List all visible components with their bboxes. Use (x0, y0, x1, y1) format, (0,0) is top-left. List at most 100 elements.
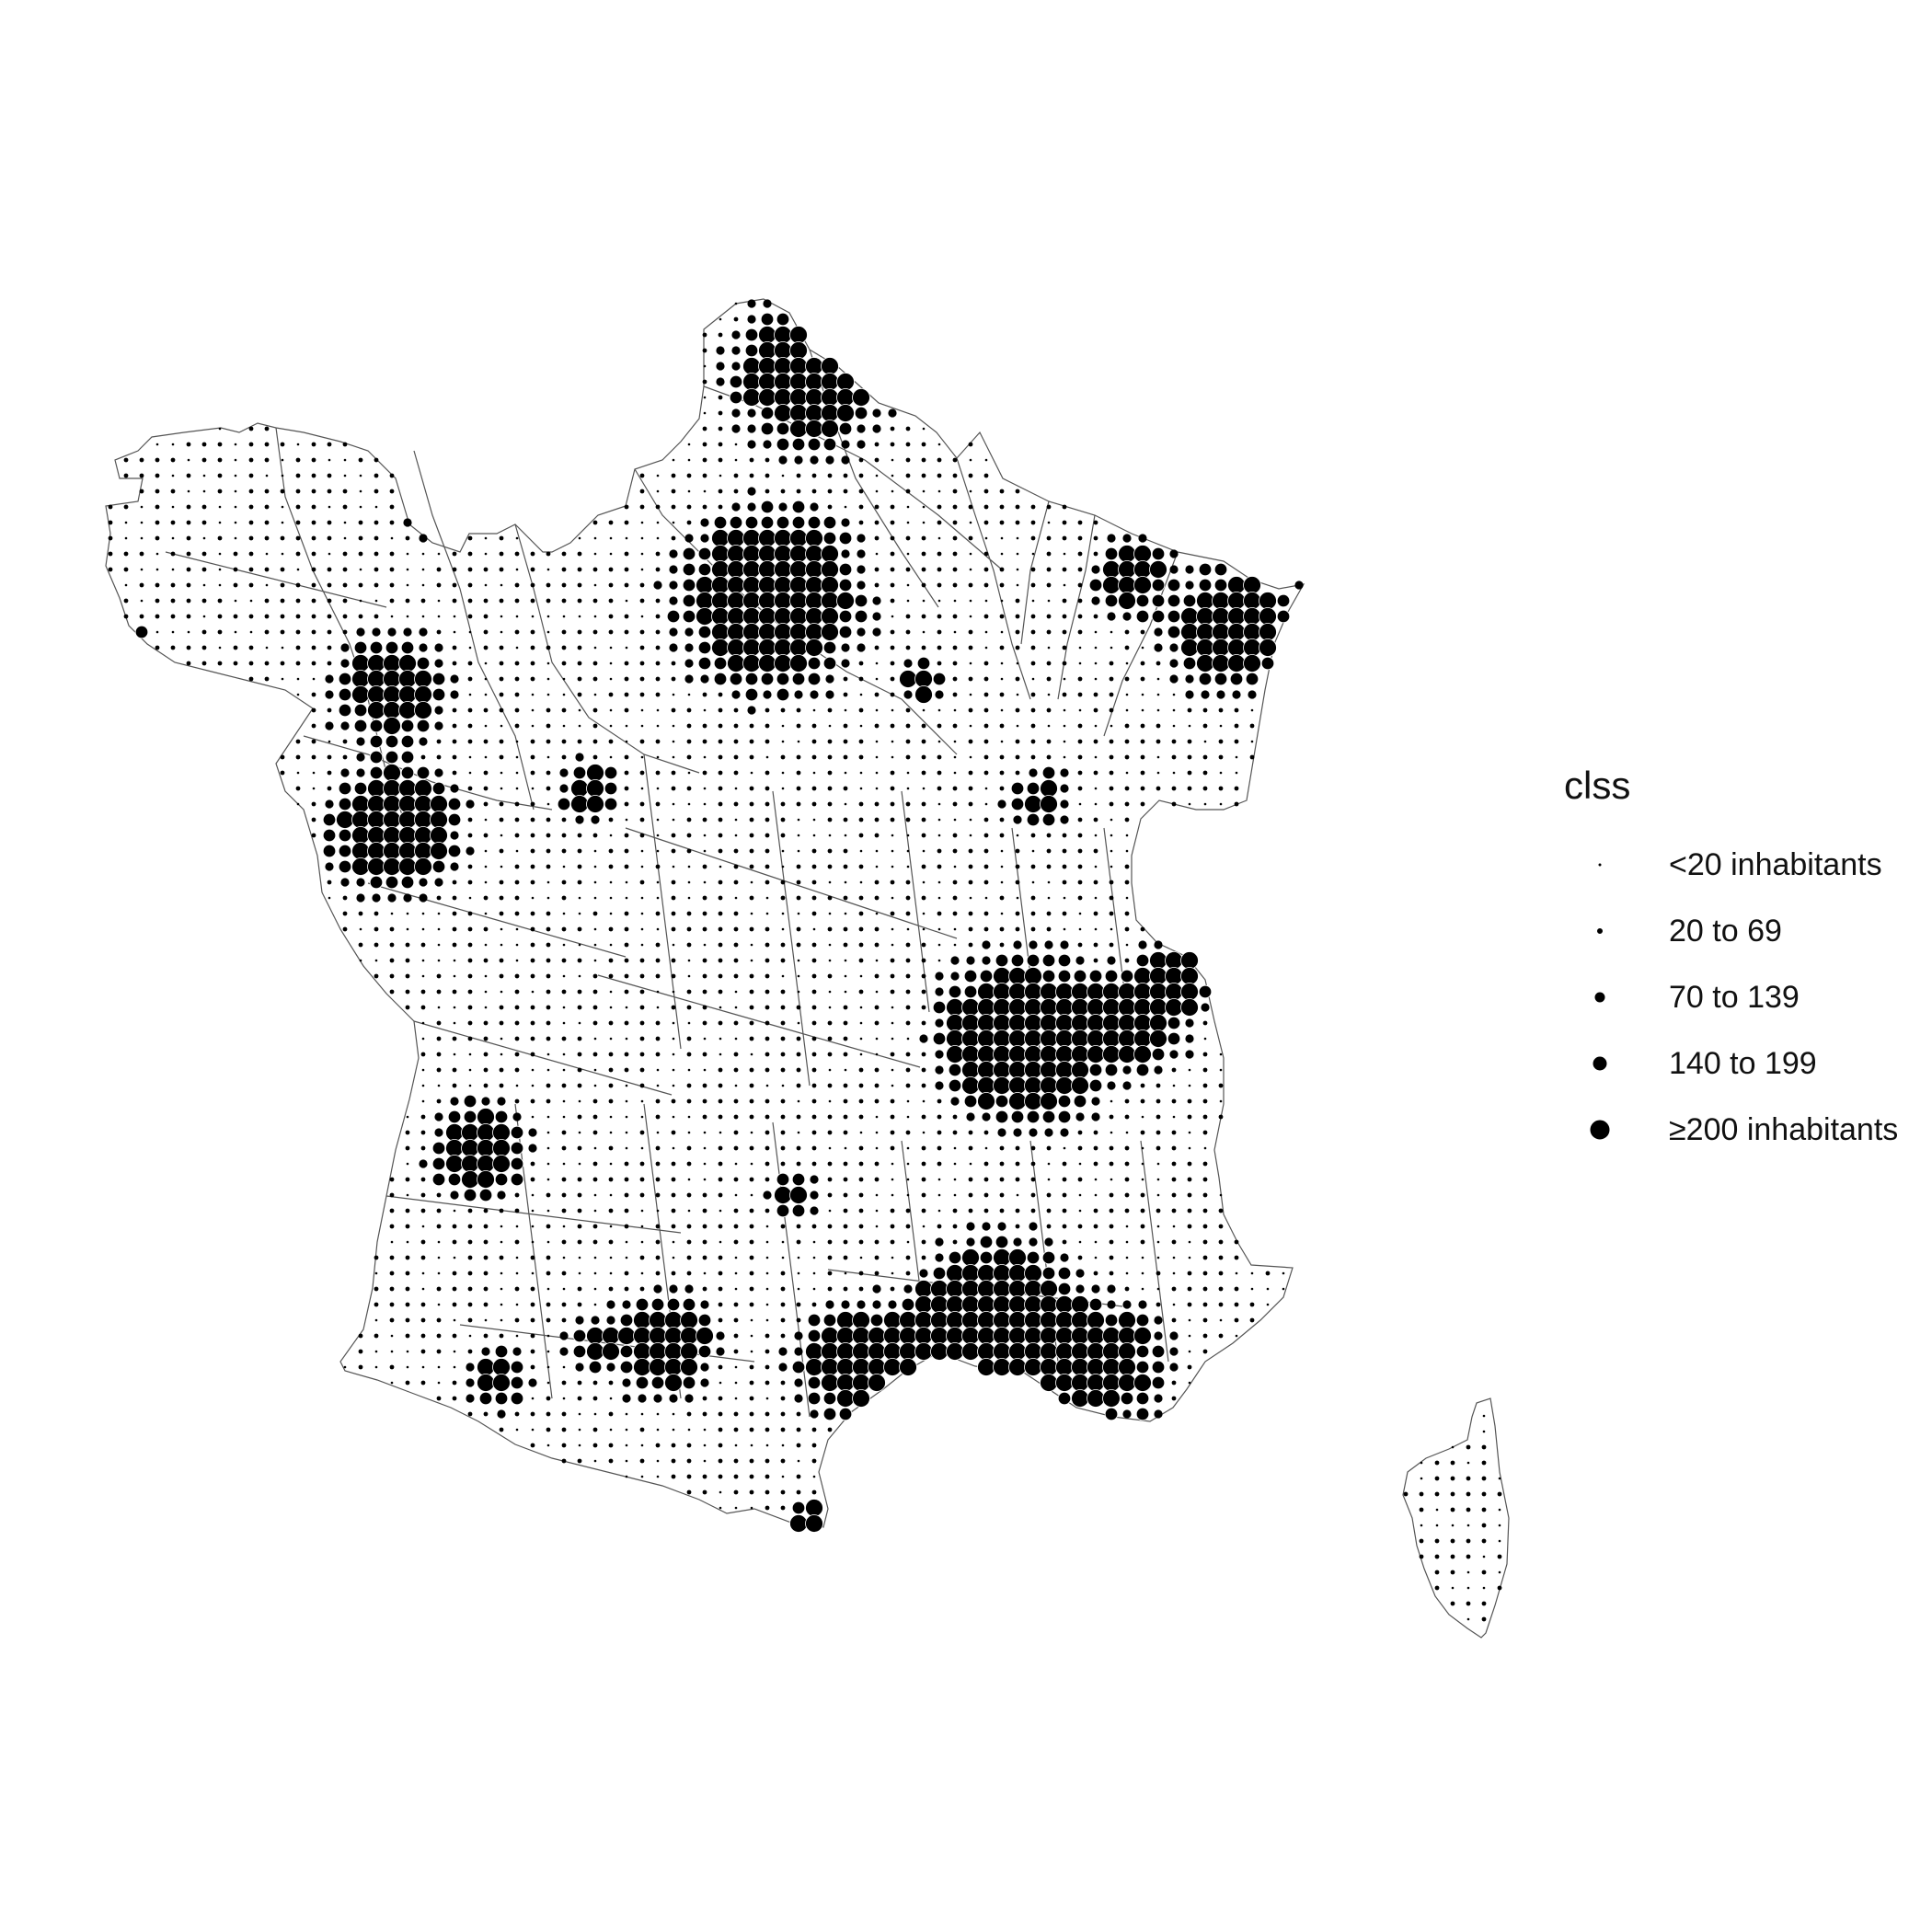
population-dot (609, 896, 613, 900)
population-dot (906, 849, 910, 853)
population-dot (702, 1474, 707, 1479)
population-dot (593, 1256, 597, 1259)
population-dot (398, 701, 417, 719)
population-dot (234, 443, 237, 446)
population-dot (1000, 552, 1004, 556)
population-dot (774, 654, 792, 673)
population-dot (1450, 1601, 1455, 1606)
population-dot (656, 880, 660, 884)
population-dot (514, 582, 520, 588)
population-dot (890, 989, 895, 995)
population-dot (484, 818, 488, 822)
population-dot (703, 1459, 707, 1463)
population-dot (969, 552, 972, 556)
population-dot (400, 734, 415, 749)
population-dot (827, 786, 833, 791)
population-dot (765, 1303, 769, 1306)
population-dot (1133, 998, 1152, 1017)
population-dot (702, 1098, 707, 1104)
population-dot (1057, 1110, 1072, 1124)
population-dot (367, 779, 385, 798)
population-dot (718, 1364, 723, 1370)
population-dot (492, 1123, 511, 1142)
population-dot (436, 1098, 442, 1104)
population-dot (874, 801, 880, 807)
population-dot (1133, 1029, 1152, 1048)
population-dot (811, 1020, 817, 1026)
population-dot (1498, 1508, 1501, 1512)
population-dot (201, 645, 207, 650)
population-dot (687, 458, 691, 462)
population-dot (758, 529, 776, 547)
population-dot (1188, 1131, 1191, 1134)
population-dot (656, 849, 660, 853)
population-dot (1156, 1256, 1160, 1259)
population-dot (1030, 645, 1036, 650)
population-dot (811, 473, 817, 478)
population-dot (1124, 676, 1130, 682)
population-dot (890, 817, 895, 822)
population-dot (1013, 940, 1022, 949)
population-dot (749, 786, 754, 791)
population-dot (1071, 1061, 1089, 1079)
population-dot (1203, 802, 1207, 806)
population-dot (640, 1475, 644, 1478)
population-dot (794, 1331, 803, 1340)
internal-borders-center (597, 753, 1133, 1087)
population-dot (497, 1409, 506, 1419)
population-dot (1171, 786, 1177, 791)
population-dot (499, 1427, 504, 1432)
population-dot (686, 707, 692, 713)
population-dot (781, 771, 785, 775)
population-dot (921, 1208, 926, 1213)
population-dot (828, 943, 832, 947)
population-dot (702, 1208, 707, 1213)
population-dot (186, 582, 191, 588)
population-dot (468, 1052, 472, 1056)
population-dot (248, 582, 254, 588)
population-dot (640, 849, 644, 853)
population-dot (874, 1083, 880, 1088)
population-dot (414, 826, 432, 845)
population-dot (639, 582, 645, 588)
population-dot (1185, 1034, 1194, 1043)
population-dot (655, 1114, 661, 1120)
population-dot (891, 474, 894, 477)
population-dot (217, 457, 223, 463)
population-dot (984, 599, 988, 603)
population-dot (1060, 784, 1069, 793)
population-dot (812, 1287, 816, 1291)
population-dot (338, 828, 352, 843)
population-dot (624, 1192, 629, 1198)
population-dot (780, 880, 786, 885)
population-dot (124, 521, 128, 524)
population-dot (1481, 1523, 1487, 1528)
population-dot (843, 1083, 848, 1088)
population-dot (1124, 754, 1130, 760)
population-dot (374, 911, 379, 916)
population-dot (1093, 1130, 1098, 1135)
population-dot (437, 615, 441, 618)
population-dot (922, 880, 926, 884)
population-dot (921, 1005, 926, 1010)
population-dot (483, 1052, 489, 1057)
population-dot (983, 520, 989, 525)
population-dot (578, 1256, 581, 1259)
population-dot (827, 1427, 833, 1432)
population-dot (561, 1427, 567, 1432)
population-dot (1185, 690, 1194, 699)
population-dot (852, 1311, 870, 1329)
population-dot (1235, 755, 1238, 759)
population-dot (742, 545, 761, 563)
population-dot (467, 676, 473, 682)
population-dot (467, 1036, 473, 1041)
population-dot (682, 562, 696, 577)
population-dot (718, 1427, 723, 1432)
population-dot (1030, 692, 1036, 697)
population-dot (937, 1114, 942, 1120)
population-dot (500, 1225, 503, 1228)
population-dot (921, 801, 926, 807)
population-dot (466, 799, 475, 809)
population-dot (602, 1342, 620, 1361)
population-dot (248, 442, 254, 447)
